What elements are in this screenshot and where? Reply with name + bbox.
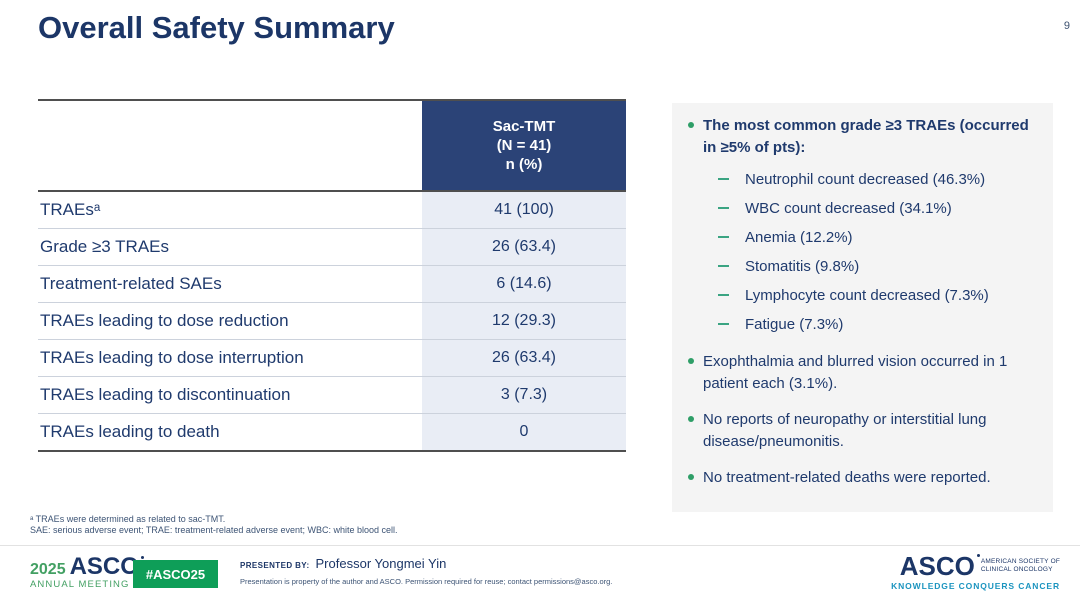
society-name: AMERICAN SOCIETY OF CLINICAL ONCOLOGY [981, 558, 1060, 574]
row-label: TRAEs leading to discontinuation [40, 385, 291, 404]
bullet-item: No treatment-related deaths were reporte… [688, 467, 1041, 489]
presenter-name: Professor Yongmei Yin [315, 556, 447, 571]
footnote-line: SAE: serious adverse event; TRAE: treatm… [30, 525, 398, 535]
sub-bullet-item: Lymphocyte count decreased (7.3%) [688, 281, 1041, 310]
dash-icon [718, 294, 729, 296]
dash-icon [718, 323, 729, 325]
row-label: Grade ≥3 TRAEs [40, 237, 170, 256]
row-value: 3 (7.3) [422, 377, 626, 413]
footnote-line: ᵃ TRAEs were determined as related to sa… [30, 514, 226, 524]
header-line-unit: n (%) [505, 156, 543, 173]
presented-by-block: PRESENTED BY: Professor Yongmei Yin Pres… [240, 556, 612, 586]
bullet-item: Exophthalmia and blurred vision occurred… [688, 351, 1041, 395]
dash-icon [718, 207, 729, 209]
table-header-empty-cell [38, 101, 422, 190]
table-body: TRAEsᵃ 41 (100) Grade ≥3 TRAEs 26 (63.4)… [38, 192, 626, 450]
sub-bullet-item: WBC count decreased (34.1%) [688, 194, 1041, 223]
row-value: 0 [422, 414, 626, 450]
table-header-cell: Sac-TMT (N = 41) n (%) [422, 101, 626, 190]
row-value: 41 (100) [422, 192, 626, 228]
sub-bullet-text: Neutrophil count decreased (46.3%) [745, 171, 986, 188]
page-number: 9 [1063, 20, 1070, 32]
sub-bullet-item: Fatigue (7.3%) [688, 310, 1041, 339]
bullet-text: The most common grade ≥3 TRAEs (occurred… [703, 117, 1029, 156]
table-row: TRAEs leading to discontinuation 3 (7.3) [38, 377, 626, 414]
sub-bullet-item: Anemia (12.2%) [688, 223, 1041, 252]
row-value: 26 (63.4) [422, 229, 626, 265]
asco-annual-meeting-logo: 2025 ASCO ANNUAL MEETING [30, 555, 144, 590]
registered-mark-icon [976, 554, 980, 557]
row-value: 6 (14.6) [422, 266, 626, 302]
table-header-row: Sac-TMT (N = 41) n (%) [38, 101, 626, 192]
hashtag-badge: #ASCO25 [133, 560, 218, 588]
bullet-dot-icon [688, 358, 694, 364]
row-value: 12 (29.3) [422, 303, 626, 339]
table-row: TRAEs leading to dose interruption 26 (6… [38, 340, 626, 377]
society-tagline: KNOWLEDGE CONQUERS CANCER [891, 581, 1060, 591]
sub-bullet-item: Neutrophil count decreased (46.3%) [688, 165, 1041, 194]
sub-bullet-text: Lymphocyte count decreased (7.3%) [745, 287, 989, 304]
bullet-item: The most common grade ≥3 TRAEs (occurred… [688, 115, 1041, 159]
sub-bullet-item: Stomatitis (9.8%) [688, 252, 1041, 281]
bullet-dot-icon [688, 474, 694, 480]
dash-icon [718, 178, 729, 180]
row-value: 26 (63.4) [422, 340, 626, 376]
header-line-n: (N = 41) [496, 137, 552, 154]
logo-top-row: ASCO AMERICAN SOCIETY OF CLINICAL ONCOLO… [891, 553, 1060, 579]
sub-bullet-text: Anemia (12.2%) [745, 229, 853, 246]
asco-wordmark: ASCO [900, 553, 980, 579]
society-name-line2: CLINICAL ONCOLOGY [980, 566, 1053, 573]
bullet-dot-icon [688, 416, 694, 422]
row-label: TRAEs leading to death [40, 422, 220, 441]
footnotes: ᵃ TRAEs were determined as related to sa… [30, 514, 398, 536]
table-row: TRAEsᵃ 41 (100) [38, 192, 626, 229]
bullet-text: No treatment-related deaths were reporte… [703, 469, 991, 486]
presented-by-label: PRESENTED BY: [240, 561, 310, 570]
disclaimer-text: Presentation is property of the author a… [240, 577, 613, 586]
footer-divider [0, 545, 1080, 546]
bullet-item: No reports of neuropathy or interstitial… [688, 409, 1041, 453]
bullet-dot-icon [688, 122, 694, 128]
dash-icon [718, 236, 729, 238]
row-label: TRAEsᵃ [40, 200, 101, 219]
society-name-line1: AMERICAN SOCIETY OF [980, 558, 1060, 565]
bullet-text: Exophthalmia and blurred vision occurred… [703, 353, 1008, 392]
row-label: TRAEs leading to dose interruption [40, 348, 304, 367]
row-label: TRAEs leading to dose reduction [40, 311, 289, 330]
page-title: Overall Safety Summary [38, 10, 395, 45]
presented-by-line: PRESENTED BY: Professor Yongmei Yin [240, 556, 612, 571]
sub-bullet-text: Stomatitis (9.8%) [745, 258, 860, 275]
asco-society-logo: ASCO AMERICAN SOCIETY OF CLINICAL ONCOLO… [891, 553, 1060, 591]
bullet-text: No reports of neuropathy or interstitial… [703, 411, 987, 450]
table-row: TRAEs leading to dose reduction 12 (29.3… [38, 303, 626, 340]
safety-summary-table: Sac-TMT (N = 41) n (%) TRAEsᵃ 41 (100) G… [38, 99, 626, 452]
asco-wordmark: ASCO [70, 555, 144, 579]
row-label: Treatment-related SAEs [40, 274, 222, 293]
registered-mark-icon [140, 556, 144, 559]
dash-icon [718, 265, 729, 267]
sub-bullet-list: Neutrophil count decreased (46.3%) WBC c… [688, 165, 1041, 339]
sub-bullet-text: Fatigue (7.3%) [745, 316, 844, 333]
logo-row: 2025 ASCO [30, 555, 144, 579]
key-points-panel: The most common grade ≥3 TRAEs (occurred… [672, 103, 1053, 512]
logo-year: 2025 [30, 561, 66, 578]
logo-meeting-name: ANNUAL MEETING [30, 579, 130, 590]
table-row: Treatment-related SAEs 6 (14.6) [38, 266, 626, 303]
table-row: Grade ≥3 TRAEs 26 (63.4) [38, 229, 626, 266]
header-line-drug: Sac-TMT [492, 118, 556, 135]
table-row: TRAEs leading to death 0 [38, 414, 626, 450]
sub-bullet-text: WBC count decreased (34.1%) [745, 200, 952, 217]
